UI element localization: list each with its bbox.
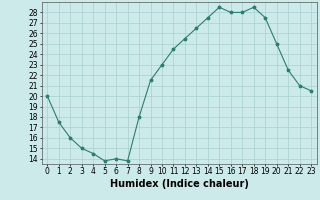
X-axis label: Humidex (Indice chaleur): Humidex (Indice chaleur) — [110, 179, 249, 189]
